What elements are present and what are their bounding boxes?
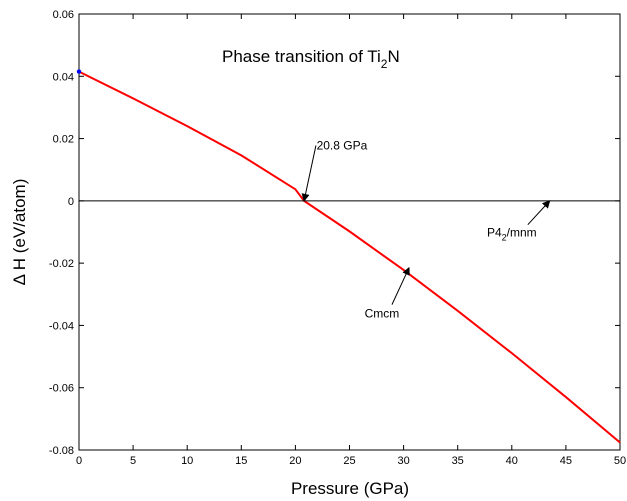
y-tick-label: -0.06 (49, 383, 74, 395)
annotation-arrow-0 (301, 145, 317, 202)
x-tick-label: 30 (397, 455, 409, 467)
x-tick-label: 20 (289, 455, 301, 467)
x-tick-label: 15 (235, 455, 247, 467)
axis-ticks (78, 13, 621, 451)
x-tick-label: 45 (560, 455, 572, 467)
x-tick-label: 40 (506, 455, 518, 467)
chart-annotations: 20.8 GPa Cmcm P42/mnm (301, 138, 551, 321)
y-tick-label: 0 (68, 196, 74, 208)
x-tick-label: 35 (452, 455, 464, 467)
annotation-arrow-2 (527, 200, 551, 226)
annotation-suffix: /mnm (507, 226, 537, 240)
chart-title-suffix: N (387, 47, 399, 66)
annotation-label-2: P42/mnm (487, 226, 537, 243)
series-line-cmcm (78, 70, 621, 444)
annotation-label-1: Cmcm (365, 307, 400, 321)
y-tick-label: 0.04 (53, 71, 74, 83)
y-tick-label: 0.06 (53, 9, 74, 21)
annotation-text: Cmcm (365, 307, 400, 321)
x-tick-label: 25 (343, 455, 355, 467)
chart-title: Phase transition of Ti2N (222, 47, 400, 71)
annotation-subscript: 2 (502, 233, 507, 243)
chart-series (76, 69, 621, 444)
x-tick-label: 5 (130, 455, 136, 467)
series-start-marker (76, 69, 82, 74)
x-tick-label: 10 (181, 455, 193, 467)
x-axis-title: Pressure (GPa) (291, 479, 409, 498)
y-axis-title: Δ H (eV/atom) (10, 179, 29, 286)
annotation-arrow-1 (391, 266, 410, 305)
chart-title-main: Phase transition of Ti (222, 47, 381, 66)
annotation-text: 20.8 GPa (317, 138, 368, 152)
axis-tick-labels: 0 5 10 15 20 25 30 35 40 45 50 0.06 0.04 0.02 0 -0.02 -0… (49, 9, 626, 467)
annotation-text: P4 (487, 226, 502, 240)
chart-title-subscript: 2 (381, 57, 388, 71)
x-tick-label: 0 (76, 455, 82, 467)
x-tick-label: 50 (614, 455, 626, 467)
y-tick-label: -0.02 (49, 258, 74, 270)
y-tick-label: -0.08 (49, 445, 74, 457)
annotation-label-0: 20.8 GPa (317, 138, 368, 152)
y-tick-label: 0.02 (53, 134, 74, 146)
y-tick-label: -0.04 (49, 320, 74, 332)
